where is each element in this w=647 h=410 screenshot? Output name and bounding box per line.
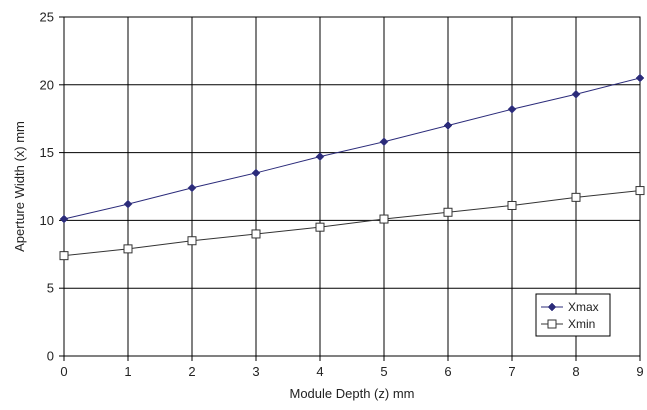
y-tick-label: 15	[40, 145, 54, 160]
data-point-xmin	[443, 207, 453, 217]
axis-ticks: 0 1 2 3 4 5 6 7 8 9 0 5 10 15 20 25	[40, 10, 644, 380]
data-point-xmin	[315, 222, 325, 232]
data-point-xmin	[635, 186, 645, 196]
legend-label-xmax: Xmax	[568, 300, 599, 314]
data-point-xmax	[507, 104, 517, 114]
data-point-xmax	[635, 73, 645, 83]
data-point-xmin	[379, 214, 389, 224]
data-point-xmax	[443, 121, 453, 130]
y-tick-label: 20	[40, 77, 54, 92]
legend-label-xmin: Xmin	[568, 317, 595, 331]
series-line-xmax	[63, 77, 641, 220]
x-tick-label: 0	[60, 364, 67, 379]
legend: Xmax Xmin	[535, 293, 611, 337]
y-axis-title: Aperture Width (x) mm	[12, 121, 27, 252]
x-tick-label: 9	[636, 364, 643, 379]
data-point-xmin	[571, 192, 581, 202]
data-point-xmin	[187, 236, 197, 246]
legend-marker	[547, 302, 557, 312]
data-point-xmax	[187, 183, 197, 193]
y-tick-label: 10	[40, 213, 54, 228]
series-xmax	[59, 73, 645, 224]
data-point-xmax	[251, 168, 261, 178]
legend-box	[535, 293, 611, 337]
x-tick-label: 4	[316, 364, 323, 379]
x-tick-label: 1	[124, 364, 131, 379]
data-point-xmin	[507, 200, 517, 210]
x-tick-label: 6	[444, 364, 451, 379]
x-tick-label: 7	[508, 364, 515, 379]
x-tick-label: 3	[252, 364, 259, 379]
x-tick-label: 2	[188, 364, 195, 379]
x-tick-label: 8	[572, 364, 579, 379]
data-point-xmax	[315, 152, 325, 162]
data-point-xmax	[59, 214, 69, 224]
data-point-xmax	[379, 137, 389, 147]
data-point-xmax	[571, 89, 581, 99]
y-tick-label: 25	[40, 10, 54, 25]
series-line-xmin	[63, 190, 641, 257]
data-point-xmin	[251, 229, 261, 239]
x-axis-title: Module Depth (z) mm	[290, 386, 415, 401]
y-tick-label: 5	[47, 281, 54, 296]
data-point-xmax	[123, 199, 133, 209]
series-xmin	[59, 186, 645, 261]
x-tick-label: 5	[380, 364, 387, 379]
data-point-xmin	[59, 251, 69, 261]
data-point-xmin	[123, 244, 133, 254]
series-layer	[59, 73, 645, 261]
y-tick-label: 0	[47, 349, 54, 364]
legend-marker	[547, 319, 557, 329]
